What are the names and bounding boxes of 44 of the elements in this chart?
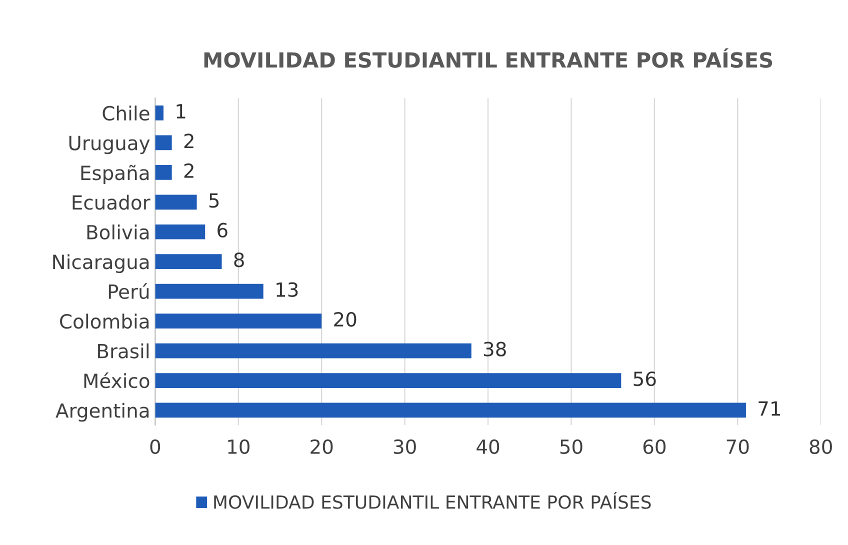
y-tick-label: México xyxy=(84,372,150,388)
y-tick-label: Uruguay xyxy=(69,136,150,154)
bar xyxy=(155,106,164,120)
data-label: 1 xyxy=(176,104,186,118)
bar xyxy=(155,373,622,388)
bar xyxy=(155,254,222,270)
chart-title: MOVILIDAD ESTUDIANTIL ENTRANTE POR PAÍSES xyxy=(204,48,772,68)
x-tick-label: 80 xyxy=(810,439,832,454)
data-label: 13 xyxy=(276,282,298,297)
x-tick-label: 40 xyxy=(476,439,500,454)
y-tick-label: Perú xyxy=(108,283,149,299)
bar xyxy=(155,402,746,418)
bar xyxy=(155,164,172,180)
x-tick-label: 70 xyxy=(726,439,749,454)
data-label: 38 xyxy=(484,342,506,356)
y-tick-label: Argentina xyxy=(56,402,149,422)
x-tick-label: 10 xyxy=(228,439,250,454)
y-tick-label: Brasil xyxy=(98,343,148,358)
data-label: 5 xyxy=(209,193,219,208)
data-label: 2 xyxy=(184,163,194,178)
y-tick-label: Bolivia xyxy=(87,224,149,240)
y-tick-label: Colombia xyxy=(60,314,149,329)
data-label: 6 xyxy=(218,222,228,238)
x-tick-label: 60 xyxy=(643,439,666,454)
x-tick-label: 30 xyxy=(394,439,416,454)
x-tick-label: 0 xyxy=(150,439,160,454)
data-label: 8 xyxy=(234,252,244,268)
bar xyxy=(155,343,472,358)
bar xyxy=(155,224,206,240)
bar xyxy=(155,135,172,150)
data-label: 71 xyxy=(758,401,780,416)
y-tick-label: Ecuador xyxy=(72,194,150,210)
y-tick-label: España xyxy=(81,164,149,184)
y-tick-label: Chile xyxy=(102,106,150,121)
bar xyxy=(155,194,197,210)
bar xyxy=(155,284,264,299)
bar xyxy=(155,314,322,328)
y-tick-label: Nicaragua xyxy=(53,254,149,274)
legend-label: MOVILIDAD ESTUDIANTIL ENTRANTE POR PAÍSES xyxy=(214,492,651,509)
data-label: 20 xyxy=(334,312,356,327)
data-label: 2 xyxy=(184,134,194,148)
x-tick-label: 20 xyxy=(310,439,333,454)
data-label: 56 xyxy=(634,371,656,386)
x-tick-label: 50 xyxy=(560,439,582,454)
